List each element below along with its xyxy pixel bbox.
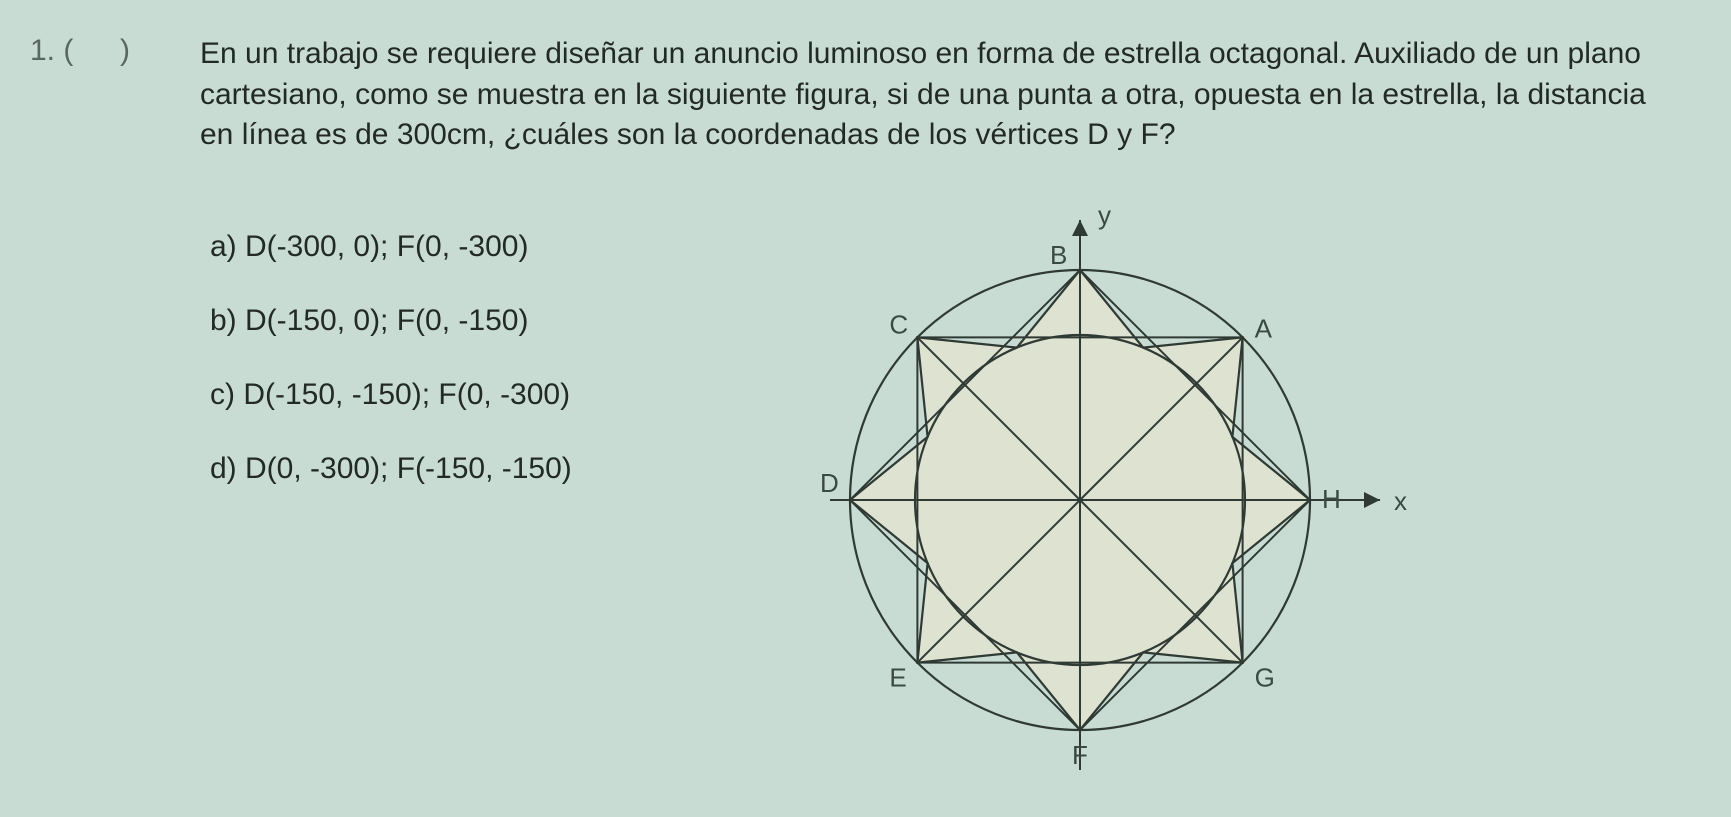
paren-close: ) [120,34,130,68]
diagram-svg: x y B A H G F E D C [740,200,1420,817]
vertex-label-h: H [1322,484,1341,514]
vertex-label-g: G [1255,663,1275,693]
option-d: d) D(0, -300); F(-150, -150) [210,452,572,486]
vertex-label-b: B [1050,240,1067,270]
x-label: x [1394,486,1407,516]
option-a: a) D(-300, 0); F(0, -300) [210,230,572,264]
vertex-label-e: E [889,663,906,693]
vertex-label-a: A [1255,313,1273,343]
vertex-label-c: C [889,309,908,339]
vertex-label-d: D [820,468,839,498]
vertex-label-f: F [1072,740,1088,770]
question-stem: En un trabajo se requiere diseñar un anu… [200,34,1660,156]
y-label: y [1098,200,1111,230]
question-number: 1. ( [30,34,73,68]
option-b: b) D(-150, 0); F(0, -150) [210,304,572,338]
x-arrow [1364,492,1380,508]
option-c: c) D(-150, -150); F(0, -300) [210,378,572,412]
y-arrow [1072,220,1088,236]
options-block: a) D(-300, 0); F(0, -300) b) D(-150, 0);… [210,230,572,526]
star-diagram: x y B A H G F E D C [740,200,1420,817]
